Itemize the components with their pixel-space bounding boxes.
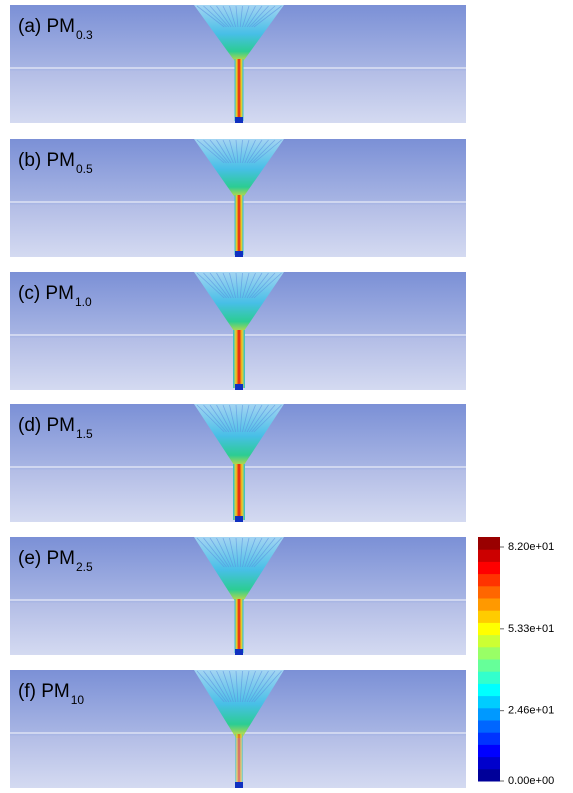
colorbar-tick-label: 5.33e+01 [508, 623, 554, 635]
colorbar-tick-label: 0.00e+00 [508, 775, 554, 787]
outlet [235, 782, 243, 788]
outlet [235, 251, 243, 257]
colorbar-band [478, 574, 500, 587]
colorbar-band [478, 647, 500, 660]
colorbar-band [478, 757, 500, 770]
colorbar-band [478, 732, 500, 745]
colorbar-band [478, 610, 500, 623]
figure: (a) PM0.3 (b) PM0.5 (c) PM1.0 (d) PM1.5 (e) … [0, 0, 573, 793]
jet [235, 59, 244, 121]
colorbar-band [478, 549, 500, 562]
panel-subscript: 1.0 [75, 295, 92, 309]
colorbar-band [478, 561, 500, 574]
colorbar-band [478, 720, 500, 733]
panel-subscript: 0.5 [76, 162, 93, 176]
colorbar-band [478, 635, 500, 648]
panel: (b) PM0.5 [10, 139, 466, 257]
panel-label: (c) PM [18, 283, 74, 304]
panel-subscript: 1.5 [76, 427, 93, 441]
colorbar-tick-label: 8.20e+01 [508, 541, 554, 553]
jet [235, 599, 244, 653]
outlet [235, 649, 243, 655]
colorbar-band [478, 671, 500, 684]
panel-subscript: 0.3 [76, 28, 93, 42]
panel: (d) PM1.5 [10, 404, 466, 522]
panel-label: (b) PM [18, 150, 75, 171]
panel-label: (f) PM [18, 681, 70, 702]
colorbar-band [478, 696, 500, 709]
jet [235, 734, 243, 786]
panel-label: (d) PM [18, 415, 75, 436]
outlet [235, 117, 243, 123]
panel-subscript: 10 [71, 693, 85, 707]
colorbar-tick-label: 2.46e+01 [508, 705, 554, 717]
colorbar-band [478, 537, 500, 550]
colorbar-band [478, 598, 500, 611]
colorbar-band [478, 744, 500, 757]
colorbar-band [478, 708, 500, 721]
colorbar-band [478, 622, 500, 635]
panel-label: (e) PM [18, 548, 75, 569]
colorbar-band [478, 586, 500, 599]
colorbar-band [478, 683, 500, 696]
colorbar-band [478, 769, 500, 782]
colorbar-band [478, 659, 500, 672]
outlet [235, 516, 243, 522]
outlet [235, 384, 243, 390]
jet [233, 330, 245, 388]
panel-subscript: 2.5 [76, 560, 93, 574]
panel-label: (a) PM [18, 16, 75, 37]
jet [235, 195, 244, 255]
jet [233, 464, 245, 520]
